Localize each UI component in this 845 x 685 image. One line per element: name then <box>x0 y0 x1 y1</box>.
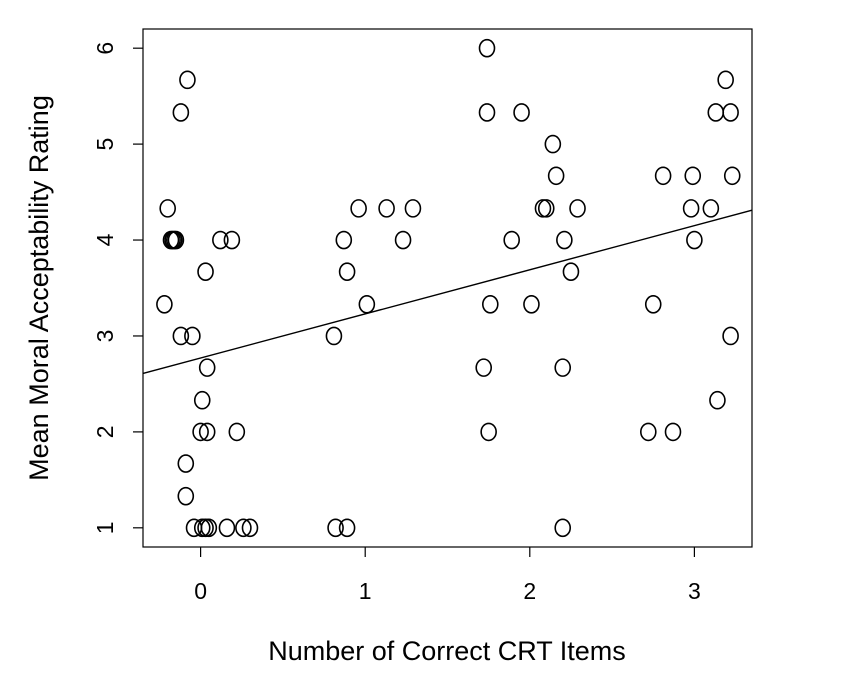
data-point <box>193 390 211 410</box>
data-point <box>177 454 195 473</box>
data-point <box>159 199 176 218</box>
x-tick-label: 3 <box>688 578 701 604</box>
data-point <box>537 199 555 218</box>
data-point <box>702 199 720 218</box>
x-axis-title: Number of Correct CRT Items <box>268 636 626 666</box>
data-point <box>707 103 725 122</box>
y-tick-label: 2 <box>92 425 118 438</box>
data-point <box>197 518 214 538</box>
y-axis: 1 2 3 4 5 6 <box>92 42 143 534</box>
data-point <box>562 262 580 281</box>
data-point <box>223 230 241 250</box>
data-point <box>684 166 702 186</box>
data-point <box>534 199 552 218</box>
data-point <box>338 262 356 281</box>
data-point <box>325 326 343 346</box>
data-point <box>475 358 493 377</box>
data-point <box>513 103 530 122</box>
data-point <box>192 422 209 442</box>
data-point <box>172 326 190 346</box>
data-point <box>547 166 565 186</box>
data-point <box>404 199 422 218</box>
data-point <box>480 422 497 442</box>
data-point <box>172 103 190 122</box>
x-axis: 0 1 2 3 <box>194 547 701 604</box>
data-point <box>335 230 353 250</box>
x-tick-label: 1 <box>359 578 372 604</box>
data-point <box>184 326 201 346</box>
data-point <box>327 518 344 538</box>
data-point <box>167 230 185 250</box>
data-point <box>394 230 412 250</box>
data-point <box>722 103 739 122</box>
regression-line <box>142 209 753 375</box>
y-tick-label: 5 <box>92 138 118 151</box>
y-tick-label: 1 <box>92 521 118 534</box>
data-points <box>156 38 741 538</box>
x-tick-label: 2 <box>523 578 536 604</box>
data-point <box>198 358 216 377</box>
data-point <box>358 295 376 314</box>
data-point <box>481 295 499 314</box>
data-point <box>723 166 741 186</box>
data-point <box>228 422 246 442</box>
x-tick-label: 0 <box>194 578 207 604</box>
data-point <box>523 295 540 314</box>
data-point <box>709 390 726 410</box>
plot-frame <box>142 28 753 548</box>
data-point <box>682 199 700 218</box>
data-point <box>686 230 703 250</box>
data-point <box>544 134 562 154</box>
data-point <box>722 326 739 346</box>
data-point <box>478 38 496 58</box>
data-point <box>338 518 356 538</box>
data-point <box>179 70 196 90</box>
data-point <box>218 518 236 538</box>
data-point <box>200 518 218 538</box>
data-point <box>378 199 395 218</box>
data-point <box>350 199 367 218</box>
data-point <box>569 199 586 218</box>
data-point <box>556 230 573 250</box>
y-tick-label: 6 <box>92 42 118 55</box>
data-point <box>197 262 214 281</box>
data-point <box>212 230 229 250</box>
data-point <box>503 230 520 250</box>
data-point <box>554 358 572 377</box>
data-point <box>654 166 672 186</box>
data-point <box>156 295 173 314</box>
data-point <box>554 518 572 538</box>
data-point <box>644 295 662 314</box>
data-point <box>198 422 216 442</box>
y-tick-label: 4 <box>92 233 118 246</box>
data-point <box>664 422 682 442</box>
y-tick-label: 3 <box>92 330 118 343</box>
data-point <box>177 486 195 506</box>
data-point <box>235 518 252 538</box>
data-point <box>478 103 496 122</box>
data-point <box>717 70 734 90</box>
data-point <box>640 422 657 442</box>
y-axis-title: Mean Moral Acceptability Rating <box>24 95 54 481</box>
data-point <box>241 518 259 538</box>
